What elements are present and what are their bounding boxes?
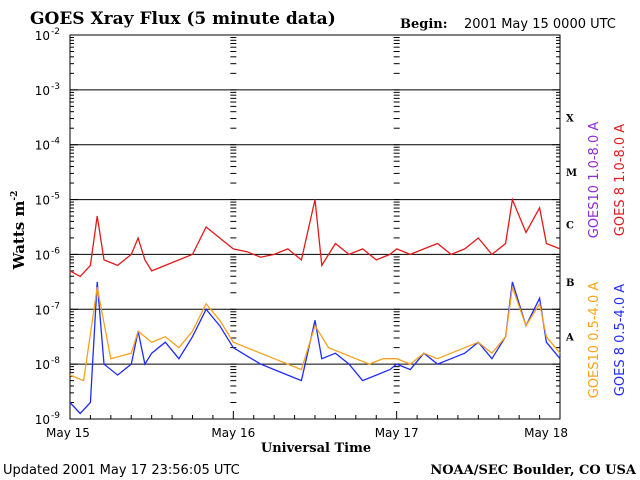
y-tick-label-sup: -2 bbox=[51, 27, 60, 37]
y-tick-label: 10 bbox=[35, 84, 50, 98]
plot-area bbox=[69, 34, 561, 420]
y-tick-label-sup: -8 bbox=[51, 356, 60, 366]
flare-class-label: M bbox=[566, 168, 577, 179]
x-tick-label: May 15 bbox=[46, 426, 90, 440]
y-axis-label-text: Watts m bbox=[10, 201, 28, 271]
legend-label: GOES10 1.0-8.0 A bbox=[587, 122, 602, 239]
series-line bbox=[69, 287, 561, 382]
y-tick-label-sup: -4 bbox=[51, 137, 60, 147]
y-tick-label: 10 bbox=[35, 29, 50, 43]
legend-label: GOES10 0.5-4.0 A bbox=[587, 282, 602, 399]
flare-class-labels: X M C B A bbox=[565, 113, 577, 343]
begin-value: 2001 May 15 0000 UTC bbox=[464, 17, 616, 32]
x-axis-label: Universal Time bbox=[261, 441, 371, 456]
y-tick-label: 10 bbox=[35, 303, 50, 317]
chart-title: GOES Xray Flux (5 minute data) bbox=[30, 9, 336, 29]
series-lines bbox=[69, 197, 561, 415]
y-tick-label-sup: -5 bbox=[51, 192, 60, 202]
x-tick-label: May 16 bbox=[211, 426, 255, 440]
credit-text: NOAA/SEC Boulder, CO USA bbox=[430, 463, 637, 478]
y-tick-label-sup: -9 bbox=[51, 411, 60, 421]
updated-text: Updated 2001 May 17 23:56:05 UTC bbox=[3, 463, 240, 478]
y-axis-label-sup: -2 bbox=[10, 191, 20, 201]
legend-item: GOES10 0.5-4.0 A bbox=[587, 282, 602, 399]
y-tick-label: 10 bbox=[35, 248, 50, 262]
legend-label: GOES 8 0.5-4.0 A bbox=[613, 284, 628, 396]
y-axis-label: Watts m-2 bbox=[10, 191, 28, 271]
y-tick-label: 10 bbox=[35, 139, 50, 153]
x-tick-label: May 18 bbox=[524, 426, 568, 440]
y-tick-label: 10 bbox=[35, 413, 50, 427]
legend-item: GOES 8 0.5-4.0 A bbox=[613, 284, 628, 396]
series-line bbox=[69, 197, 561, 278]
legend-label: GOES 8 1.0-8.0 A bbox=[613, 124, 628, 236]
x-tick-label: May 17 bbox=[375, 426, 419, 440]
flare-class-label: A bbox=[565, 333, 574, 344]
y-tick-labels: 10-210-310-410-510-610-710-810-9 bbox=[35, 27, 61, 427]
x-tick-labels: May 15 May 16 May 17 May 18 bbox=[46, 426, 568, 440]
y-tick-label: 10 bbox=[35, 194, 50, 208]
flare-class-label: X bbox=[566, 113, 574, 124]
y-tick-label-sup: -7 bbox=[51, 301, 60, 311]
legend-item: GOES 8 1.0-8.0 A bbox=[613, 124, 628, 236]
flare-class-label: C bbox=[566, 220, 574, 231]
begin-label: Begin: bbox=[400, 17, 448, 32]
minor-ticks bbox=[69, 34, 561, 420]
y-axis-label-group: Watts m-2 bbox=[10, 191, 28, 271]
y-tick-label-sup: -6 bbox=[51, 246, 60, 256]
grid-lines bbox=[70, 37, 560, 420]
y-tick-label: 10 bbox=[35, 358, 50, 372]
legend: GOES10 1.0-8.0 A GOES 8 1.0-8.0 A GOES10 0… bbox=[587, 122, 628, 399]
legend-item: GOES10 1.0-8.0 A bbox=[587, 122, 602, 239]
flare-class-label: B bbox=[566, 278, 574, 289]
y-tick-label-sup: -3 bbox=[51, 82, 60, 92]
